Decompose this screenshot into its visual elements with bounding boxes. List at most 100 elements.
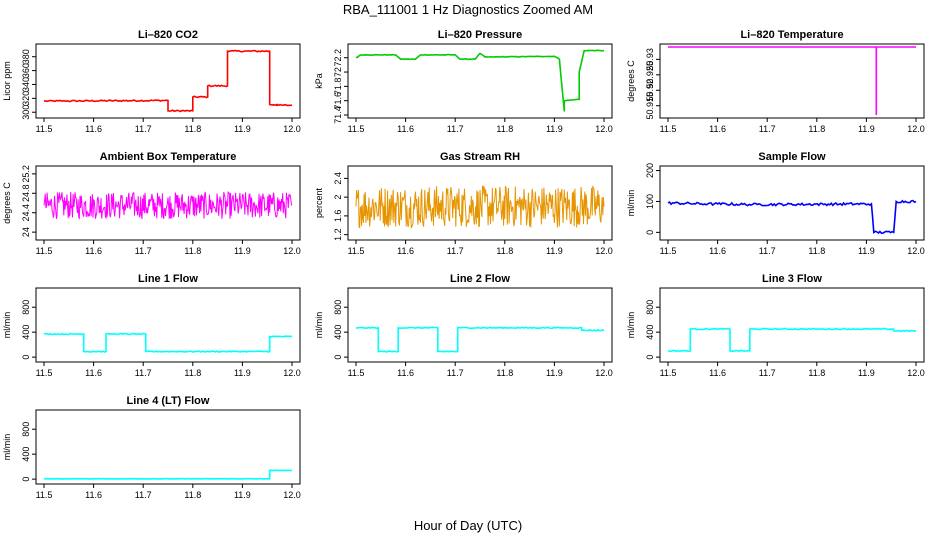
panel-co2: Li–820 CO2 Licor ppm 11.5 11.6 11.7 11.8 11.9 1…: [2, 29, 301, 134]
x-tick-label: 11.6: [397, 246, 414, 256]
x-tick-label: 11.7: [447, 124, 464, 134]
x-tick-label: 11.9: [858, 124, 875, 134]
x-tick-label: 11.7: [759, 246, 776, 256]
y-axis-label: ml/min: [626, 312, 636, 339]
panel-licor-temp: Li–820 Temperature degrees C 11.5 11.6 11.7 1…: [626, 29, 925, 134]
x-tick-label: 11.9: [234, 368, 251, 378]
x-tick-label: 11.6: [709, 246, 726, 256]
x-tick-label: 11.5: [36, 246, 53, 256]
series-line: [667, 327, 917, 353]
x-tick-label: 11.9: [234, 490, 251, 500]
x-tick-label: 12.0: [283, 124, 301, 134]
y-tick-label: 400: [21, 447, 31, 462]
x-tick-label: 11.8: [184, 246, 201, 256]
y-tick-label: 2: [333, 195, 343, 200]
x-tick-label: 11.7: [759, 368, 776, 378]
x-tick-label: 11.8: [496, 246, 513, 256]
plot-title: Li–820 Temperature: [740, 29, 843, 41]
y-tick-label: 360: [21, 63, 31, 78]
x-tick-label: 11.9: [234, 246, 251, 256]
y-tick-label: 400: [645, 325, 655, 340]
x-tick-label: 11.9: [546, 368, 563, 378]
y-tick-label: 0: [645, 230, 655, 235]
x-tick-label: 11.6: [85, 490, 102, 500]
x-tick-label: 11.9: [546, 246, 563, 256]
y-tick-label: 25.2: [21, 165, 31, 183]
x-tick-label: 11.5: [660, 124, 677, 134]
y-tick-label: 0: [21, 477, 31, 482]
panel-line2-flow: Line 2 Flow ml/min 11.5 11.6 11.7 11.8 11.9 12.…: [314, 273, 613, 378]
x-tick-label: 11.9: [858, 368, 875, 378]
series-line: [667, 199, 917, 235]
x-tick-label: 11.8: [808, 368, 825, 378]
y-tick-label: 2.4: [333, 172, 343, 185]
x-tick-label: 11.5: [348, 124, 365, 134]
x-tick-label: 12.0: [595, 368, 613, 378]
panel-line1-flow: Line 1 Flow ml/min 11.5 11.6 11.7 11.8 11.9 12.…: [2, 273, 301, 378]
y-tick-label: 24.8: [21, 185, 31, 203]
panel-rh: Gas Stream RH percent 11.5 11.6 11.7 11.8 11.9…: [314, 151, 613, 256]
x-tick-label: 12.0: [907, 246, 925, 256]
y-tick-label: 72.2: [333, 49, 343, 67]
y-axis-label: ml/min: [626, 190, 636, 217]
x-tick-label: 12.0: [907, 124, 925, 134]
plot-title: Sample Flow: [758, 151, 826, 163]
y-tick-label: 24: [21, 227, 31, 237]
y-tick-label: 1.6: [333, 210, 343, 223]
x-tick-label: 11.5: [36, 124, 53, 134]
x-tick-label: 11.7: [135, 368, 152, 378]
x-tick-label: 11.8: [184, 368, 201, 378]
y-tick-label: 800: [21, 300, 31, 315]
x-tick-label: 12.0: [907, 368, 925, 378]
y-tick-label: 100: [645, 194, 655, 209]
x-tick-label: 11.6: [709, 124, 726, 134]
x-tick-label: 11.5: [36, 490, 53, 500]
x-tick-label: 11.8: [808, 246, 825, 256]
y-axis-label: Licor ppm: [2, 61, 12, 101]
x-tick-label: 11.8: [496, 124, 513, 134]
panel-sample-flow: Sample Flow ml/min 11.5 11.6 11.7 11.8 11.9 12.…: [626, 151, 925, 256]
y-tick-label: 800: [21, 422, 31, 437]
plot-frame: [659, 43, 925, 119]
y-tick-label: 200: [645, 163, 655, 178]
x-tick-label: 12.0: [595, 246, 613, 256]
plot-title: Line 4 (LT) Flow: [127, 395, 210, 407]
x-tick-label: 11.7: [759, 124, 776, 134]
y-axis-label: ml/min: [314, 312, 324, 339]
y-tick-label: 800: [333, 300, 343, 315]
plot-frame: [347, 287, 613, 363]
x-tick-label: 12.0: [283, 368, 301, 378]
x-tick-label: 11.9: [234, 124, 251, 134]
page-title: RBA_111001 1 Hz Diagnostics Zoomed AM: [342, 2, 594, 17]
x-tick-label: 11.7: [447, 246, 464, 256]
plot-frame: [659, 287, 925, 363]
y-tick-label: 50.925: [645, 61, 655, 89]
y-tick-label: 0: [333, 355, 343, 360]
x-tick-label: 11.5: [36, 368, 53, 378]
x-tick-label: 12.0: [283, 246, 301, 256]
x-tick-label: 11.8: [496, 368, 513, 378]
x-tick-label: 11.6: [85, 368, 102, 378]
x-tick-label: 11.9: [858, 246, 875, 256]
y-tick-label: 72: [333, 67, 343, 77]
x-tick-label: 11.7: [135, 124, 152, 134]
x-tick-label: 11.7: [135, 490, 152, 500]
series-line: [355, 326, 605, 353]
plot-title: Ambient Box Temperature: [100, 151, 237, 163]
x-tick-label: 11.6: [85, 246, 102, 256]
plot-frame: [35, 165, 301, 241]
plot-title: Li–820 CO2: [138, 29, 198, 41]
x-tick-label: 11.9: [546, 124, 563, 134]
series-line: [43, 469, 292, 480]
y-tick-label: 1.2: [333, 228, 343, 241]
y-tick-label: 50.93: [645, 48, 655, 71]
panel-line3-flow: Line 3 Flow ml/min 11.5 11.6 11.7 11.8 11.9 12.…: [626, 273, 925, 378]
plot-title: Line 3 Flow: [762, 273, 822, 285]
y-axis-label: ml/min: [2, 312, 12, 339]
x-tick-label: 11.6: [397, 124, 414, 134]
plot-frame: [347, 165, 613, 241]
plot-frame: [35, 287, 301, 363]
y-tick-label: 50.915: [645, 92, 655, 120]
y-tick-label: 71.8: [333, 78, 343, 96]
